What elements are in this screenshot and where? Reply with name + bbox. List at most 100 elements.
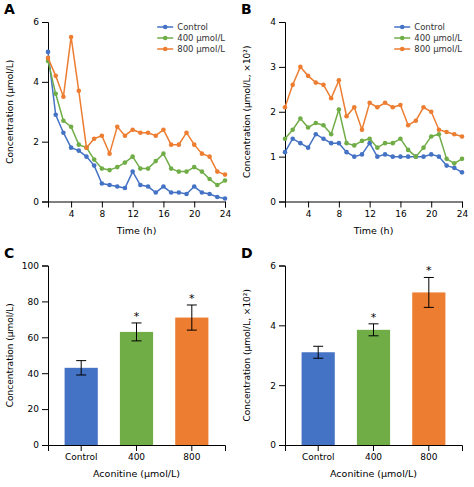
panel: Control400800020406080100**Aconitine (μm… <box>4 245 226 480</box>
tick: Control <box>302 445 335 462</box>
tick: 6 <box>270 261 285 271</box>
point <box>321 123 326 128</box>
series <box>283 107 465 165</box>
tick: 4 <box>270 321 285 331</box>
tick: 6 <box>33 17 48 27</box>
point <box>398 103 403 108</box>
point <box>169 142 174 147</box>
tick-mark <box>279 112 285 113</box>
point <box>76 89 81 94</box>
point <box>414 154 419 159</box>
panel-title: C <box>4 245 14 261</box>
point <box>76 142 81 147</box>
point <box>398 154 403 159</box>
legend-marker <box>400 36 405 41</box>
point <box>53 74 58 79</box>
point <box>46 50 51 55</box>
tick-label: 400 <box>128 452 145 462</box>
tick-label: 100 <box>22 261 39 271</box>
point <box>223 196 228 201</box>
point <box>169 166 174 171</box>
tick-mark <box>71 202 72 208</box>
tick: 4 <box>69 202 75 219</box>
line <box>285 67 462 137</box>
legend-item: 400 μmol/L <box>394 33 462 43</box>
point <box>123 186 128 191</box>
point <box>146 166 151 171</box>
point <box>192 184 197 189</box>
tick-mark <box>279 325 285 326</box>
point <box>406 123 411 128</box>
point <box>344 150 349 155</box>
point <box>452 166 457 171</box>
legend-marker <box>163 47 168 52</box>
point <box>290 136 295 141</box>
point <box>306 74 311 79</box>
tick-mark <box>194 202 195 208</box>
point <box>375 145 380 150</box>
point <box>421 154 426 159</box>
legend-marker <box>400 47 405 52</box>
panel: Control4008000246**Aconitine (μmol/L)Con… <box>241 245 463 480</box>
error-bar <box>187 305 197 330</box>
point <box>61 118 66 123</box>
tick: 60 <box>28 333 48 343</box>
series <box>283 65 465 139</box>
point <box>138 183 143 188</box>
tick-label: 20 <box>426 209 438 219</box>
point <box>100 166 105 171</box>
tick-label: 4 <box>270 321 276 331</box>
tick: 24 <box>457 202 469 219</box>
point <box>390 154 395 159</box>
legend-marker <box>163 36 168 41</box>
point <box>283 136 288 141</box>
point <box>153 190 158 195</box>
point <box>184 192 189 197</box>
point <box>177 142 182 147</box>
x-axis: Control400800 <box>49 445 226 462</box>
point <box>177 169 182 174</box>
point <box>398 136 403 141</box>
tick: 4 <box>33 77 48 87</box>
tick: 0 <box>270 440 285 450</box>
point <box>352 143 357 148</box>
point <box>200 190 205 195</box>
tick-mark <box>318 445 319 451</box>
point <box>306 145 311 150</box>
tick: 80 <box>28 297 48 307</box>
error-bar <box>369 324 379 336</box>
tick-label: 20 <box>189 209 201 219</box>
point <box>115 184 120 189</box>
tick-mark <box>42 409 48 410</box>
point <box>360 127 365 132</box>
point <box>406 154 411 159</box>
point <box>329 141 334 146</box>
point <box>421 105 426 110</box>
point <box>138 130 143 135</box>
point <box>215 195 220 200</box>
tick: 800 <box>420 445 437 462</box>
plot-area <box>283 65 465 175</box>
bar <box>302 352 335 445</box>
point <box>460 134 465 139</box>
point <box>130 169 135 174</box>
error-bar <box>76 361 86 375</box>
point <box>100 133 105 138</box>
tick-mark <box>42 82 48 83</box>
tick: Control <box>65 445 98 462</box>
point <box>169 190 174 195</box>
tick-mark <box>191 445 192 451</box>
tick-mark <box>279 157 285 158</box>
legend-marker <box>163 25 168 30</box>
tick-label: 800 <box>420 452 437 462</box>
y-axis-title: Concentration (μmol/L) <box>5 60 15 164</box>
point <box>290 127 295 132</box>
tick-label: 60 <box>28 333 40 343</box>
series <box>46 50 228 201</box>
point <box>390 105 395 110</box>
x-axis-title: Aconitine (μmol/L) <box>330 468 417 479</box>
point <box>460 157 465 162</box>
point <box>192 142 197 147</box>
legend-label: 400 μmol/L <box>177 33 225 43</box>
line <box>48 37 225 175</box>
